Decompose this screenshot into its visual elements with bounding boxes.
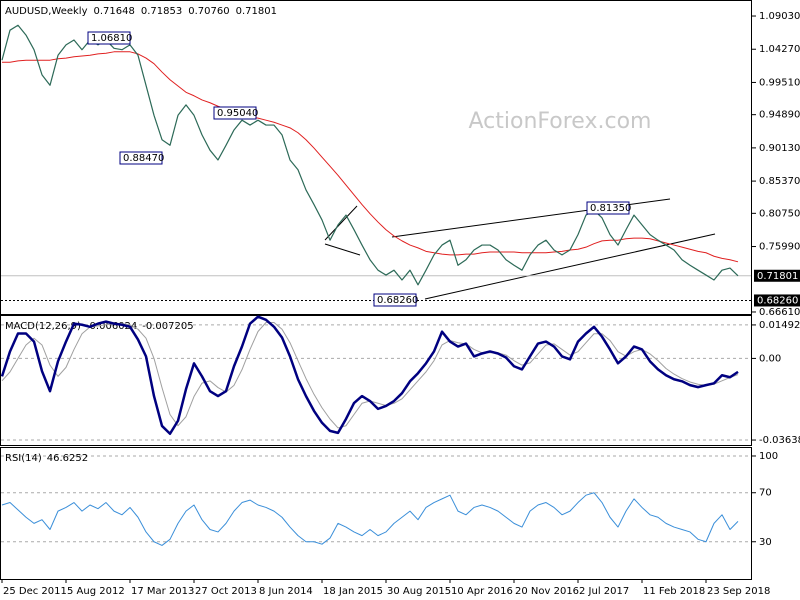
y-tick-label: 0.75990 (759, 242, 800, 253)
y-tick-label: 1.09030 (759, 11, 800, 22)
annotation-label: 0.68260 (377, 295, 418, 306)
y-tick-label: 0.80750 (759, 208, 800, 219)
price-tag (754, 294, 800, 307)
trend-line (324, 205, 358, 241)
watermark: ActionForex.com (469, 109, 652, 134)
annotation-label: 0.95040 (217, 108, 258, 119)
reading-value: -0.007205 (142, 321, 193, 332)
annotation-label: 0.88470 (123, 153, 164, 164)
price-tag-label: 0.71801 (757, 271, 798, 282)
y-tick-label: 0.85370 (759, 176, 800, 187)
x-tick-label: 20 Nov 2016 (515, 586, 579, 597)
x-tick-label: 10 Apr 2016 (451, 586, 513, 597)
annotation-box (586, 201, 630, 215)
x-tick-label: 11 Feb 2018 (643, 586, 705, 597)
y-tick-label: 0.66610 (759, 307, 800, 318)
y-tick-label: 0.014925 (759, 320, 800, 331)
y-tick-label: 0.90130 (759, 143, 800, 154)
ohlc-value: 0.71648 (94, 6, 135, 17)
price-tag (754, 269, 800, 282)
panel-header: AUDUSD,Weekly 0.71648 0.71853 0.70760 0.7180… (5, 6, 277, 17)
x-tick-label: 18 Jan 2015 (323, 586, 383, 597)
annotation-label: 1.06810 (91, 33, 132, 44)
y-tick-label: 100 (759, 451, 778, 462)
panel-frame (0, 0, 752, 315)
ohlc-value: 0.70760 (188, 6, 229, 17)
x-tick-label: 8 Jun 2014 (259, 586, 313, 597)
price-tag-label: 0.68260 (757, 295, 798, 306)
series-line (0, 315, 739, 436)
annotation-box (87, 31, 131, 45)
panel-header: RSI(14) 46.6252 (5, 453, 88, 464)
series-line (1, 24, 739, 286)
y-tick-label: 0.99510 (759, 77, 800, 88)
y-tick-label: 0.00 (759, 353, 781, 364)
panel-frame (0, 315, 752, 446)
panel-title: AUDUSD,Weekly (5, 6, 88, 17)
reading-value: 46.6252 (47, 453, 88, 464)
x-tick-label: 27 Oct 2013 (195, 586, 257, 597)
panel-title: RSI(14) (5, 453, 42, 464)
x-tick-label: 17 Mar 2013 (131, 586, 194, 597)
series-line (1, 492, 739, 546)
annotation-box (119, 151, 163, 165)
x-tick-label: 5 Aug 2012 (67, 586, 125, 597)
ohlc-value: 0.71853 (141, 6, 182, 17)
annotation-box (213, 106, 257, 120)
y-tick-label: 0.94890 (759, 110, 800, 121)
y-tick-label: 1.04270 (759, 44, 800, 55)
panel-header: MACD(12,26,9) -0.006024 -0.007205 (5, 321, 194, 332)
panel-title: MACD(12,26,9) (5, 321, 81, 332)
y-tick-label: -0.036389 (759, 435, 800, 446)
panel-frame (0, 447, 752, 580)
y-tick-label: 30 (759, 537, 772, 548)
x-tick-label: 2 Jul 2017 (579, 586, 629, 597)
reading-value: -0.006024 (86, 321, 137, 332)
x-tick-label: 23 Sep 2018 (707, 586, 770, 597)
x-tick-label: 30 Aug 2015 (387, 586, 451, 597)
annotation-box (373, 293, 417, 307)
trend-line (324, 243, 361, 256)
ohlc-value: 0.71801 (236, 6, 277, 17)
y-tick-label: 70 (759, 488, 772, 499)
series-line (2, 51, 739, 263)
annotation-label: 0.81350 (590, 203, 631, 214)
x-tick-label: 25 Dec 2011 (3, 586, 67, 597)
